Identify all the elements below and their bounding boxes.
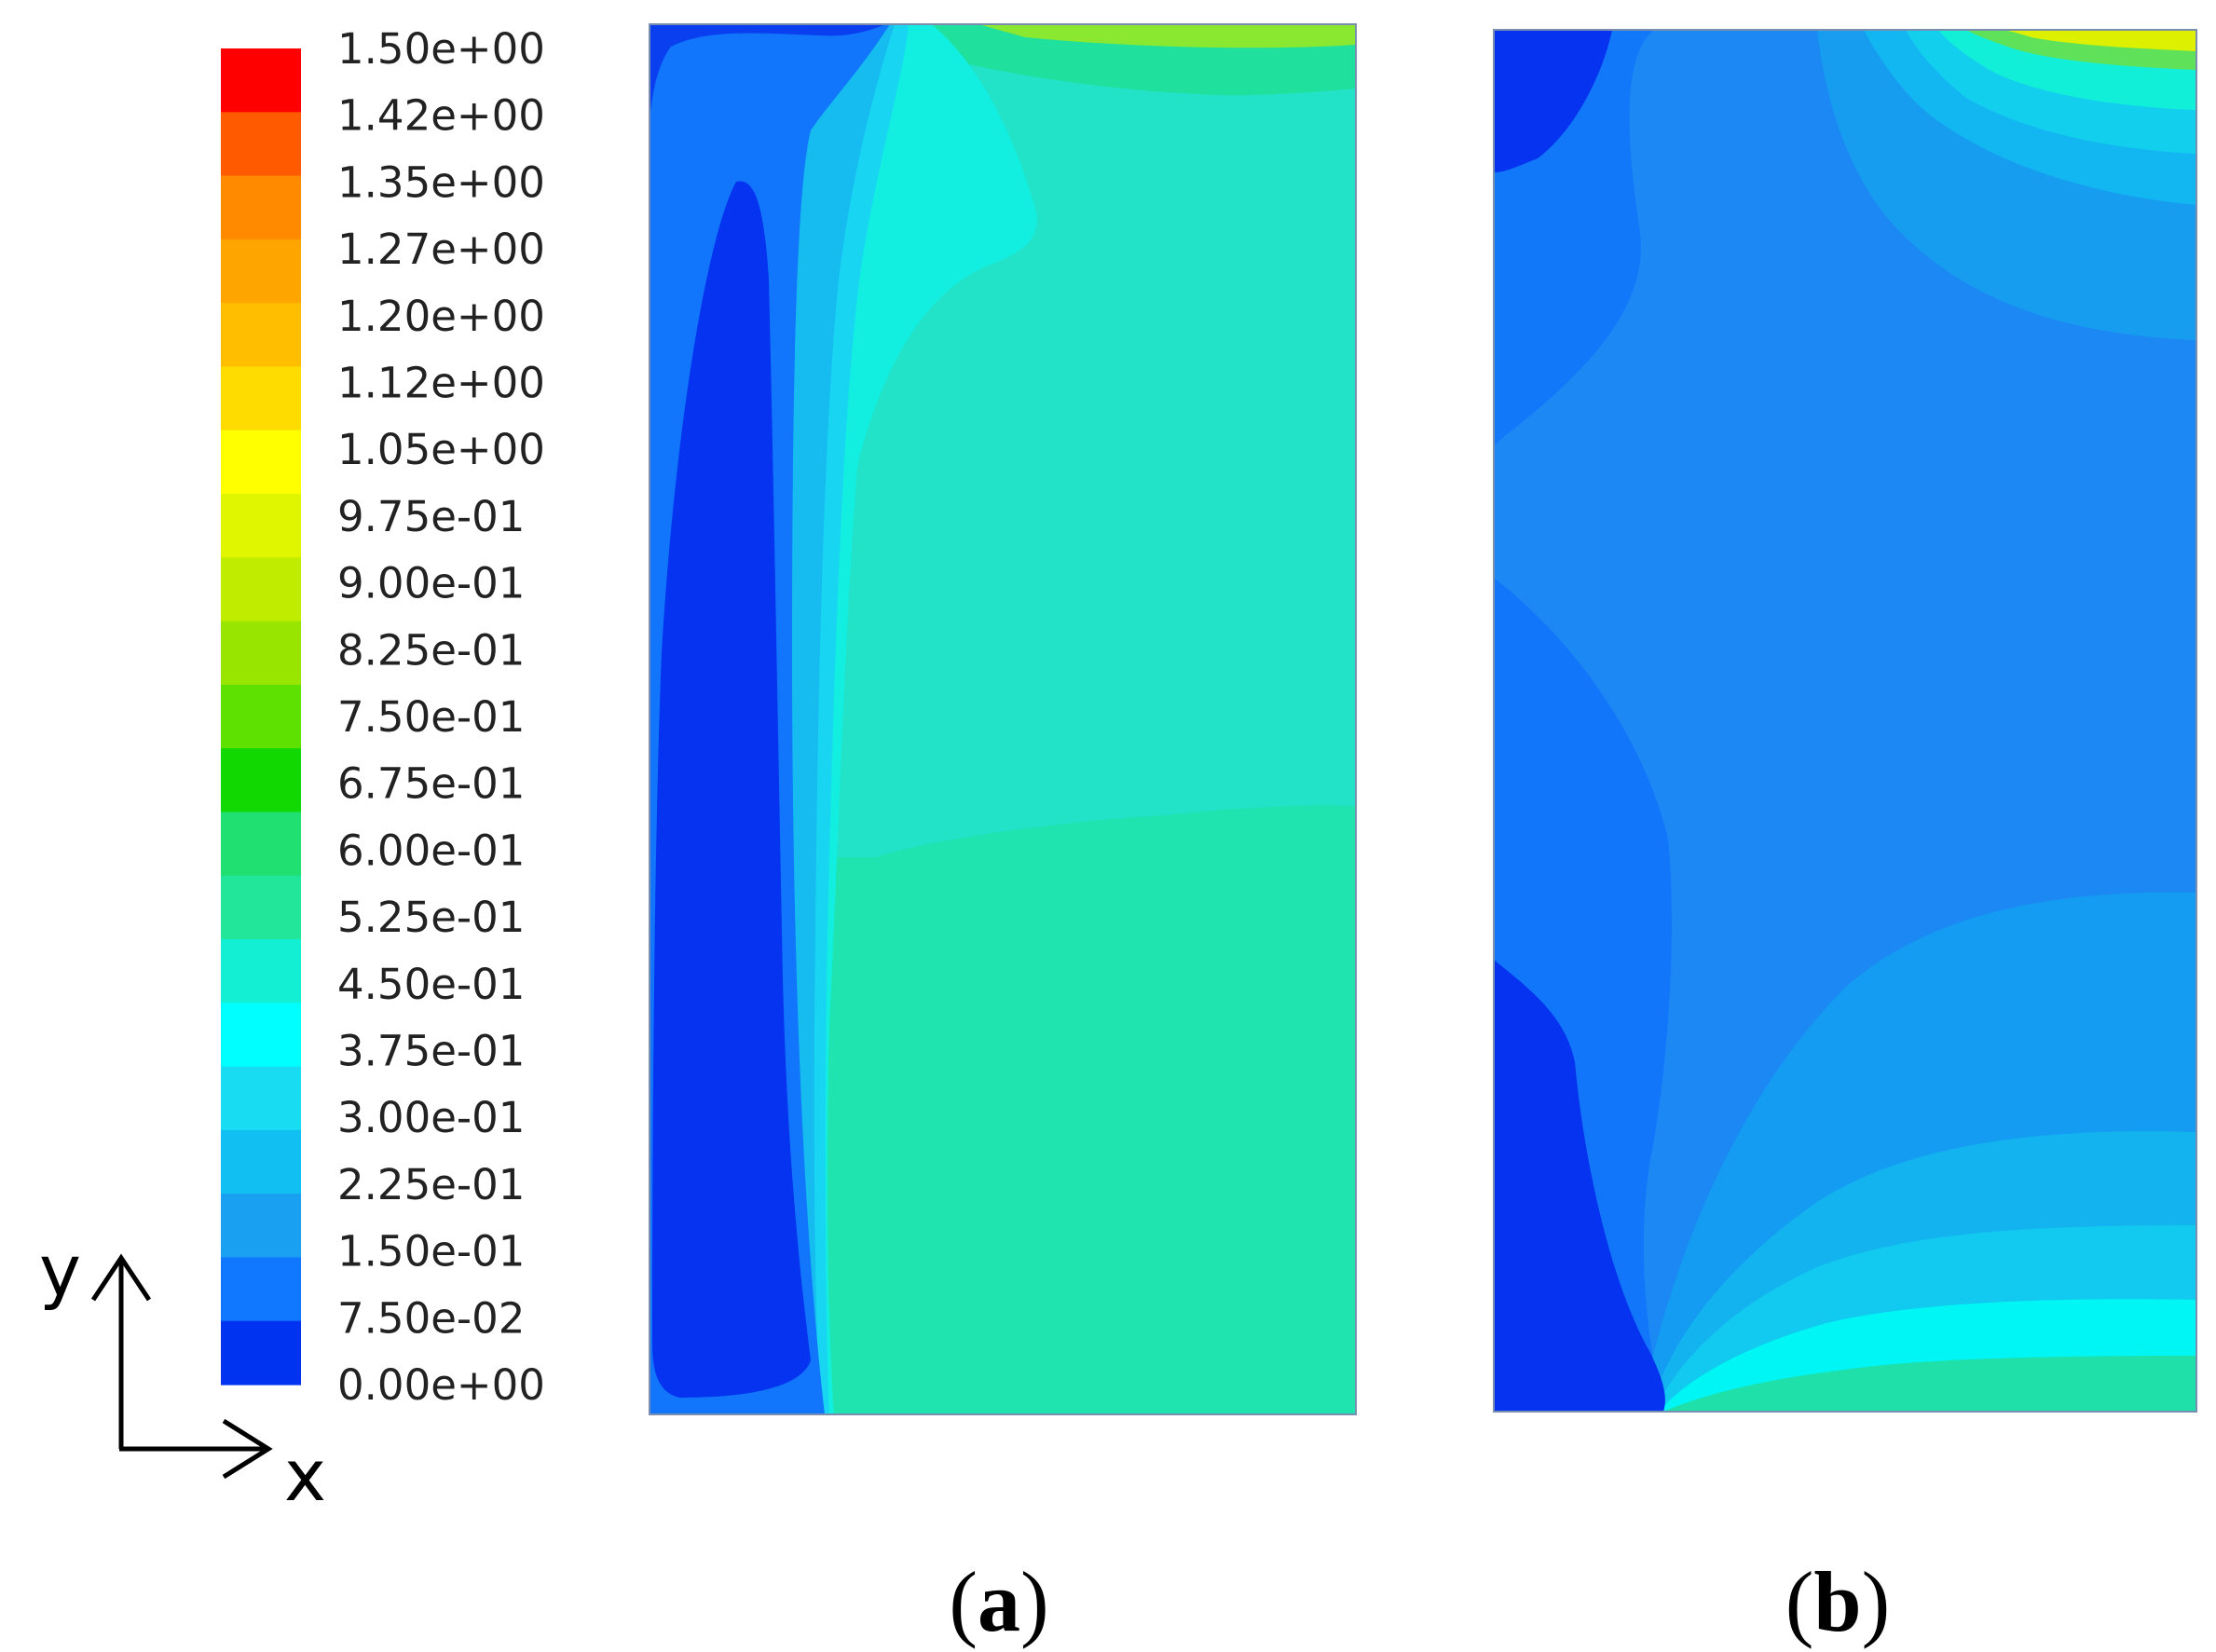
colorbar-tick-label: 1.20e+00 (337, 292, 545, 341)
colorbar-swatch (221, 1066, 301, 1131)
colorbar-tick-label: 1.50e-01 (337, 1227, 525, 1277)
x-arrow-head (222, 1418, 273, 1480)
colorbar-tick-label: 9.75e-01 (337, 492, 525, 541)
colorbar-tick-label: 6.00e-01 (337, 826, 525, 875)
panel-b-dark-corner-top (1494, 30, 1612, 172)
colorbar-swatch (221, 1003, 301, 1068)
colorbar-tick-label: 1.35e+00 (337, 157, 545, 207)
colorbar-swatch (221, 112, 301, 177)
x-axis-label: x (284, 1434, 326, 1517)
colorbar-tick-label: 2.25e-01 (337, 1160, 525, 1209)
colorbar-tick-label: 3.00e-01 (337, 1093, 525, 1142)
contour-panel-b (1494, 30, 2196, 1412)
colorbar-swatch (221, 430, 301, 495)
colorbar-tick-label: 0.00e+00 (337, 1360, 545, 1410)
panel-b-dark-corner-bottom (1494, 960, 1665, 1412)
colorbar-tick-label: 1.27e+00 (337, 225, 545, 274)
colorbar-tick-label: 7.50e-01 (337, 692, 525, 742)
axes-indicator: y x (39, 1229, 326, 1517)
colorbar-tick-label: 1.50e+00 (337, 24, 545, 74)
colorbar-tick-label: 8.25e-01 (337, 625, 525, 675)
panel-a-label: (a) (949, 1554, 1048, 1649)
colorbar-tick-label: 9.00e-01 (337, 559, 525, 608)
colorbar-swatch (221, 1129, 301, 1195)
colorbar-tick-label: 7.50e-02 (337, 1293, 525, 1343)
colorbar-tick-label: 6.75e-01 (337, 759, 525, 809)
colorbar-tick-label: 1.12e+00 (337, 359, 545, 408)
colorbar-swatch (221, 875, 301, 940)
y-arrow-head (90, 1253, 152, 1302)
colorbar-swatch (221, 684, 301, 749)
colorbar-tick-label: 1.42e+00 (337, 91, 545, 141)
panel-a-upper-strip-top (978, 24, 1356, 48)
colorbar-tick-label: 4.50e-01 (337, 960, 525, 1009)
panel-a-low-core (652, 181, 811, 1399)
y-axis-label: y (39, 1229, 81, 1312)
colorbar-swatch (221, 366, 301, 431)
colorbar-tick-label: 5.25e-01 (337, 893, 525, 942)
panel-a-dark-blue-edge (650, 24, 885, 121)
colorbar: 1.50e+00 1.42e+00 1.35e+00 1.27e+00 1.20e+00… (221, 24, 545, 1410)
panel-b-bottom-band-5 (1663, 1356, 2196, 1412)
colorbar-swatch (221, 939, 301, 1003)
colorbar-swatch (221, 175, 301, 240)
panel-a-cyan-band (801, 24, 1037, 1414)
colorbar-swatch (221, 1257, 301, 1322)
colorbar-tick-label: 1.05e+00 (337, 425, 545, 474)
panel-b-label: (b) (1785, 1554, 1890, 1649)
colorbar-swatch (221, 557, 301, 622)
colorbar-swatch (221, 748, 301, 813)
colorbar-swatch (221, 239, 301, 304)
panel-b-top-band-6 (1761, 30, 2196, 51)
colorbar-swatch (221, 621, 301, 686)
panel-a-frame (649, 23, 1357, 1415)
contour-panel-a (650, 24, 1356, 1414)
colorbar-swatch (221, 303, 301, 368)
colorbar-swatch (221, 1194, 301, 1259)
colorbar-swatch (221, 1320, 301, 1386)
colorbar-swatch (221, 48, 301, 113)
colorbar-swatch (221, 494, 301, 558)
colorbar-swatch (221, 812, 301, 877)
colorbar-tick-label: 3.75e-01 (337, 1027, 525, 1076)
panel-b-frame (1493, 29, 2197, 1413)
